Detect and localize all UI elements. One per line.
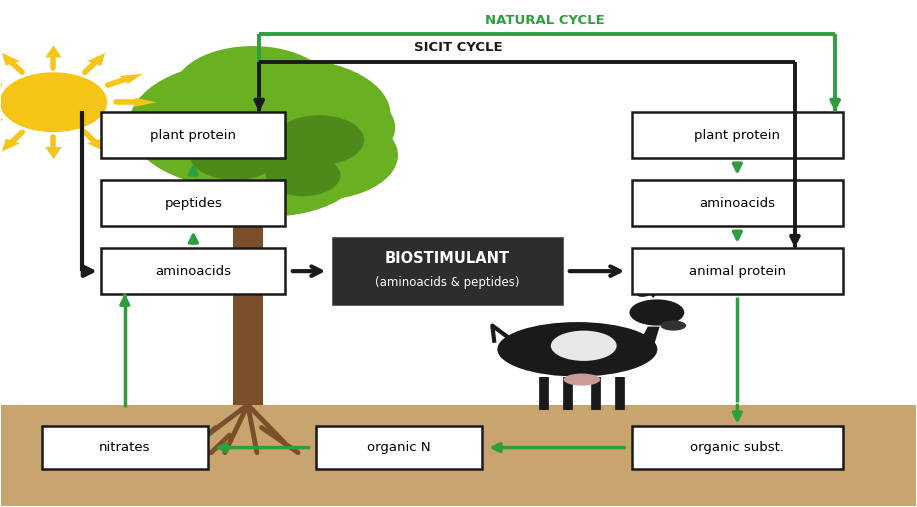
Ellipse shape [551,331,616,361]
Text: peptides: peptides [164,197,222,209]
Polygon shape [120,121,143,131]
Text: plant protein: plant protein [694,128,780,141]
Ellipse shape [660,320,686,331]
Bar [2,405,915,505]
Ellipse shape [497,322,657,377]
Polygon shape [87,53,105,66]
Text: aminoacids: aminoacids [700,197,776,209]
FancyBboxPatch shape [316,426,481,469]
Circle shape [175,47,330,132]
Circle shape [180,115,362,215]
Polygon shape [120,74,143,84]
FancyBboxPatch shape [632,248,843,294]
Text: BIOSTIMULANT: BIOSTIMULANT [385,250,510,266]
Circle shape [189,59,390,170]
Text: organic subst.: organic subst. [691,441,784,454]
Ellipse shape [629,300,684,325]
Circle shape [1,73,106,131]
Polygon shape [636,327,659,348]
FancyBboxPatch shape [102,248,285,294]
Text: organic N: organic N [368,441,431,454]
FancyBboxPatch shape [42,426,207,469]
Ellipse shape [637,291,651,297]
Polygon shape [2,53,20,66]
Circle shape [267,155,339,196]
Polygon shape [135,98,157,107]
Text: plant protein: plant protein [150,128,237,141]
FancyBboxPatch shape [102,180,285,226]
Polygon shape [2,139,20,152]
Circle shape [276,116,363,164]
Text: SICIT CYCLE: SICIT CYCLE [414,41,503,54]
FancyBboxPatch shape [632,112,843,158]
Polygon shape [45,45,61,57]
Text: nitrates: nitrates [99,441,150,454]
Circle shape [249,87,394,168]
Text: animal protein: animal protein [689,265,786,278]
Polygon shape [45,147,61,159]
Polygon shape [87,139,105,152]
FancyBboxPatch shape [632,426,843,469]
Circle shape [191,131,279,179]
Text: (aminoacids & peptides): (aminoacids & peptides) [375,276,520,289]
FancyBboxPatch shape [333,238,562,304]
Bar [233,208,263,405]
Circle shape [237,111,397,200]
Text: NATURAL CYCLE: NATURAL CYCLE [485,14,605,27]
Circle shape [129,62,358,188]
FancyBboxPatch shape [102,112,285,158]
Text: aminoacids: aminoacids [155,265,231,278]
FancyBboxPatch shape [632,180,843,226]
Ellipse shape [564,374,601,386]
